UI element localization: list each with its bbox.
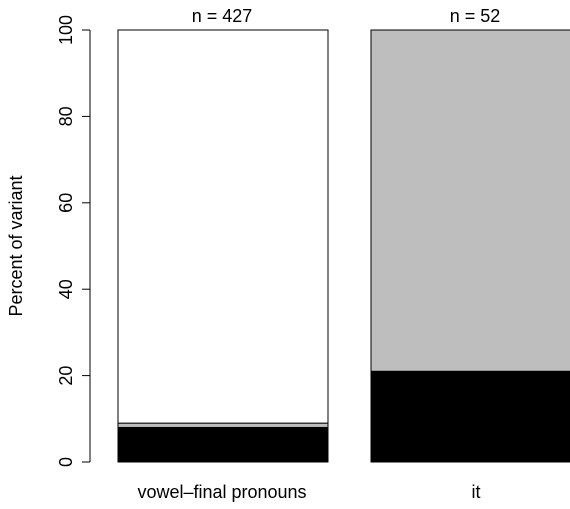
y-axis: 0 20 40 60 80 100 bbox=[56, 15, 91, 467]
y-tick-label-0: 0 bbox=[56, 457, 76, 467]
bars-group bbox=[117, 29, 570, 463]
y-tick-label-100: 100 bbox=[56, 15, 76, 45]
bar-1-segment-3 bbox=[117, 29, 329, 424]
y-tick-label-40: 40 bbox=[56, 279, 76, 299]
y-tick-label-20: 20 bbox=[56, 366, 76, 386]
x-category-label-2: it bbox=[472, 482, 481, 502]
bar-1-segment-2 bbox=[117, 422, 329, 428]
y-axis-label: Percent of variant bbox=[6, 175, 26, 316]
bar-2-segment-2 bbox=[370, 29, 570, 372]
bar-1-segment-1 bbox=[117, 426, 329, 463]
y-tick-label-60: 60 bbox=[56, 193, 76, 213]
bar-2-segment-1 bbox=[370, 370, 570, 463]
bar-label-2: n = 52 bbox=[450, 6, 501, 26]
x-category-label-1: vowel–final pronouns bbox=[137, 482, 306, 502]
bar-label-1: n = 427 bbox=[192, 6, 253, 26]
y-tick-label-80: 80 bbox=[56, 106, 76, 126]
